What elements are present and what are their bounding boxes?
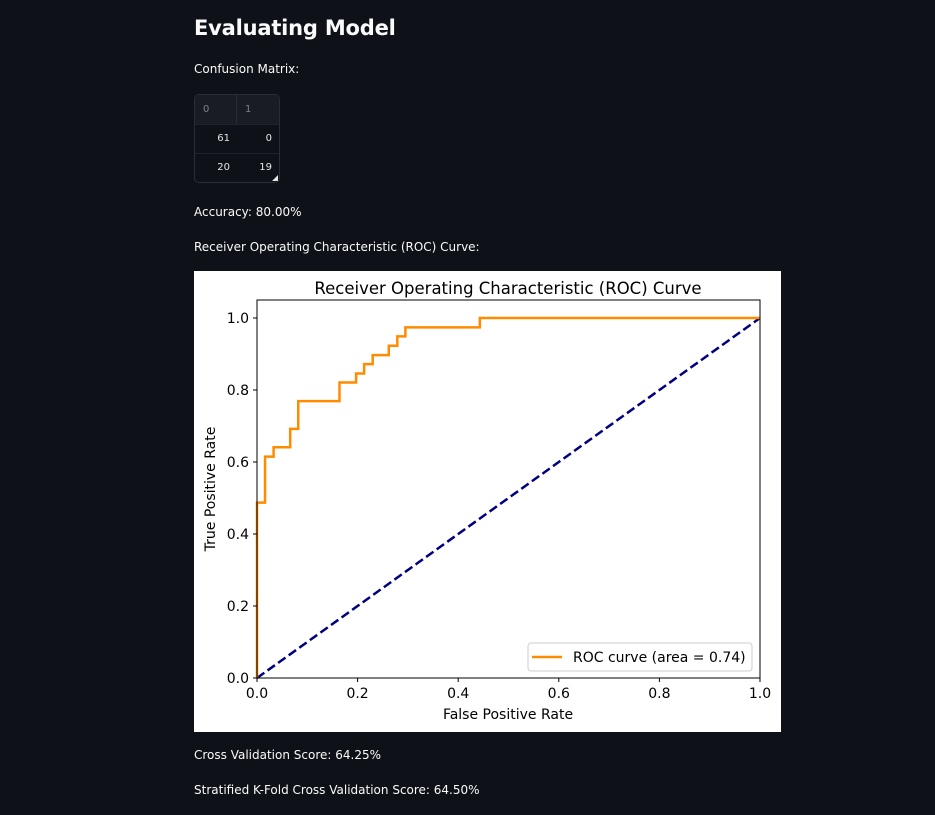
page-title: Evaluating Model — [194, 16, 396, 40]
table-cell[interactable]: 20 — [217, 162, 230, 173]
y-tick-label: 0.6 — [227, 455, 249, 471]
table-header-cell[interactable]: 1 — [237, 95, 279, 124]
table-header-cell[interactable]: 0 — [195, 95, 237, 124]
row-divider — [195, 124, 279, 125]
y-tick-label: 0.2 — [227, 599, 249, 615]
x-tick-label: 0.2 — [346, 686, 368, 702]
plot-frame — [256, 299, 761, 679]
roc-curve-label: Receiver Operating Characteristic (ROC) … — [194, 240, 480, 254]
x-tick-label: 0.0 — [246, 686, 268, 702]
roc-chart: Receiver Operating Characteristic (ROC) … — [194, 271, 781, 732]
legend-box — [527, 642, 753, 672]
y-tick-label: 0.0 — [227, 671, 249, 687]
table-cell[interactable]: 0 — [265, 133, 272, 144]
x-tick-label: 0.8 — [648, 686, 670, 702]
row-divider — [195, 153, 279, 154]
y-axis-label: True Positive Rate — [203, 427, 219, 553]
roc-curve-line — [255, 316, 760, 678]
x-tick-label: 1.0 — [749, 686, 771, 702]
table-cell[interactable]: 19 — [259, 162, 272, 173]
table-resize-handle[interactable] — [272, 175, 278, 181]
roc-chart-svg: Receiver Operating Characteristic (ROC) … — [203, 279, 771, 723]
x-axis-label: False Positive Rate — [443, 707, 573, 723]
x-tick-label: 0.4 — [447, 686, 469, 702]
y-tick-label: 0.4 — [227, 527, 249, 543]
confusion-matrix-table[interactable]: 0 1 61 0 20 19 — [194, 94, 280, 183]
y-tick-label: 0.8 — [227, 383, 249, 399]
legend-label: ROC curve (area = 0.74) — [573, 650, 746, 666]
column-divider — [236, 95, 237, 124]
chart-title: Receiver Operating Characteristic (ROC) … — [314, 279, 701, 298]
y-tick-label: 1.0 — [227, 311, 249, 327]
confusion-matrix-label: Confusion Matrix: — [194, 62, 300, 76]
accuracy-text: Accuracy: 80.00% — [194, 205, 302, 219]
chart-legend: ROC curve (area = 0.74) — [527, 642, 753, 672]
table-cell[interactable]: 61 — [217, 133, 230, 144]
stratified-kfold-score: Stratified K-Fold Cross Validation Score… — [194, 783, 480, 797]
x-tick-label: 0.6 — [548, 686, 570, 702]
chance-diagonal-line — [256, 316, 761, 680]
cross-validation-score: Cross Validation Score: 64.25% — [194, 748, 382, 762]
